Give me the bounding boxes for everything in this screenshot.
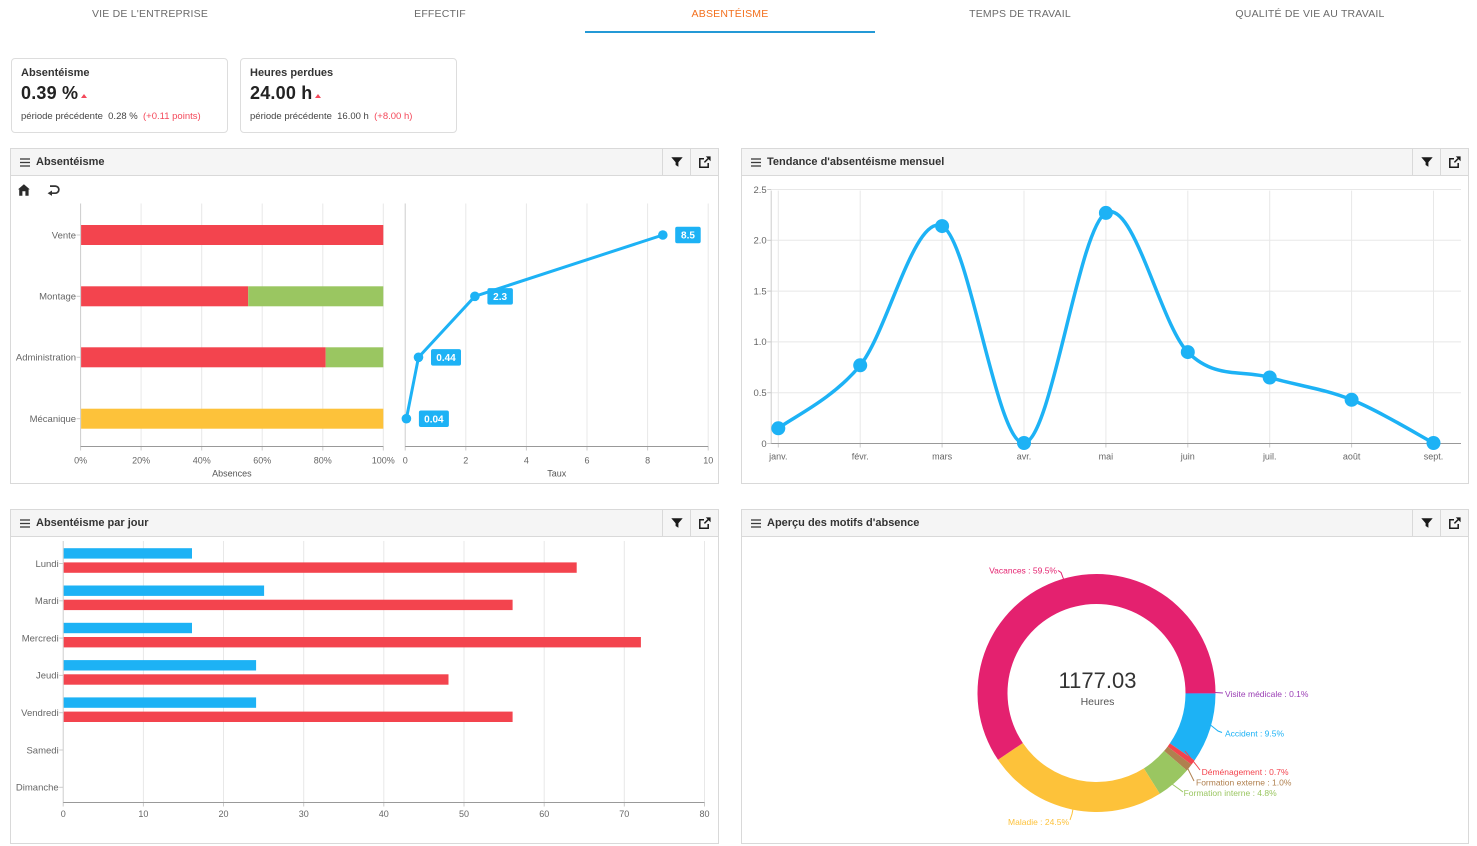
svg-text:0: 0 (403, 455, 408, 465)
svg-text:80: 80 (699, 809, 709, 819)
svg-text:sept.: sept. (1424, 452, 1444, 462)
svg-text:1177.03: 1177.03 (1059, 668, 1137, 693)
svg-text:mai: mai (1099, 452, 1114, 462)
svg-text:8: 8 (645, 455, 650, 465)
svg-text:Maladie : 24.5%: Maladie : 24.5% (1008, 817, 1069, 827)
svg-text:4: 4 (524, 455, 529, 465)
svg-text:2.3: 2.3 (493, 292, 507, 303)
svg-text:Accident : 9.5%: Accident : 9.5% (1225, 729, 1285, 739)
svg-text:60%: 60% (253, 455, 271, 465)
svg-text:0: 0 (61, 809, 66, 819)
svg-text:Administration: Administration (16, 353, 76, 364)
svg-text:0.04: 0.04 (424, 414, 444, 425)
svg-text:Dimanche: Dimanche (16, 783, 59, 794)
svg-text:Mécanique: Mécanique (30, 414, 76, 425)
svg-text:50: 50 (459, 809, 469, 819)
svg-text:0: 0 (761, 439, 766, 450)
svg-text:20%: 20% (132, 455, 150, 465)
svg-text:Heures: Heures (1081, 696, 1115, 708)
svg-text:Vendredi: Vendredi (21, 708, 59, 719)
svg-text:avr.: avr. (1017, 452, 1032, 462)
svg-text:2.0: 2.0 (753, 236, 766, 247)
svg-text:0.44: 0.44 (436, 353, 456, 364)
svg-text:Taux: Taux (547, 469, 567, 479)
svg-text:30: 30 (299, 809, 309, 819)
svg-text:Absences: Absences (212, 469, 252, 479)
svg-text:Vente: Vente (52, 230, 76, 241)
svg-text:2: 2 (463, 455, 468, 465)
svg-text:Formation interne : 4.8%: Formation interne : 4.8% (1184, 788, 1278, 798)
svg-text:Mardi: Mardi (35, 596, 59, 607)
svg-text:Formation externe : 1.0%: Formation externe : 1.0% (1196, 778, 1292, 788)
svg-text:Déménagement : 0.7%: Déménagement : 0.7% (1202, 767, 1289, 777)
svg-text:Mercredi: Mercredi (22, 633, 59, 644)
svg-text:Montage: Montage (39, 292, 76, 303)
svg-text:80%: 80% (314, 455, 332, 465)
svg-text:40%: 40% (193, 455, 211, 465)
svg-text:100%: 100% (372, 455, 395, 465)
svg-text:20: 20 (218, 809, 228, 819)
svg-text:Samedi: Samedi (26, 745, 58, 756)
svg-text:août: août (1343, 452, 1361, 462)
svg-text:60: 60 (539, 809, 549, 819)
svg-text:juin: juin (1180, 452, 1195, 462)
svg-text:10: 10 (703, 455, 713, 465)
svg-text:6: 6 (584, 455, 589, 465)
svg-text:Lundi: Lundi (35, 559, 58, 570)
svg-text:1.5: 1.5 (753, 286, 766, 297)
svg-text:janv.: janv. (768, 452, 787, 462)
svg-text:10: 10 (138, 809, 148, 819)
svg-text:Vacances : 59.5%: Vacances : 59.5% (989, 566, 1057, 576)
svg-text:Jeudi: Jeudi (36, 671, 59, 682)
svg-text:40: 40 (379, 809, 389, 819)
svg-text:0.5: 0.5 (753, 388, 766, 399)
svg-text:0%: 0% (74, 455, 87, 465)
svg-text:2.5: 2.5 (753, 185, 766, 196)
svg-text:70: 70 (619, 809, 629, 819)
svg-text:Visite médicale : 0.1%: Visite médicale : 0.1% (1225, 689, 1309, 699)
svg-text:1.0: 1.0 (753, 337, 766, 348)
svg-text:juil.: juil. (1262, 452, 1277, 462)
svg-text:8.5: 8.5 (681, 231, 695, 242)
svg-text:févr.: févr. (852, 452, 869, 462)
svg-text:mars: mars (932, 452, 952, 462)
